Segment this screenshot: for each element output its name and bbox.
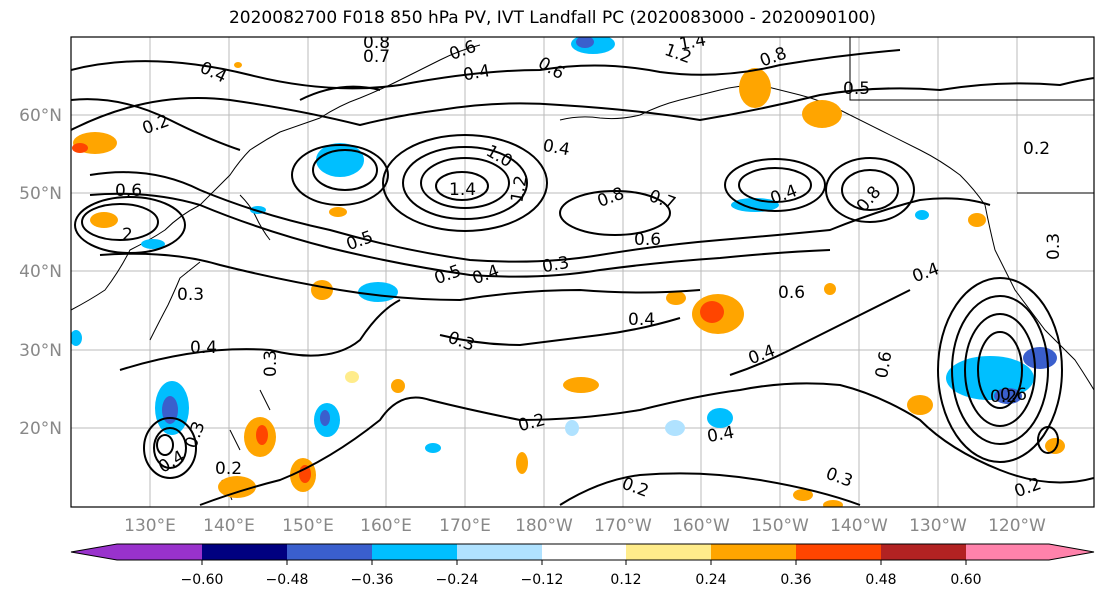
lon-label: 150°W	[751, 516, 809, 536]
colorbar-tick-label: −0.12	[521, 572, 564, 588]
colorbar-tick-label: 0.60	[950, 572, 981, 588]
contour-label: 1.4	[449, 180, 476, 200]
contour-label: 0.6	[872, 350, 896, 380]
colorbar-segment	[202, 544, 287, 560]
colorbar-segment	[966, 544, 1094, 560]
lat-label: 50°N	[19, 184, 62, 204]
contour-label: 0.7	[363, 47, 390, 67]
map-title: 2020082700 F018 850 hPa PV, IVT Landfall…	[228, 8, 876, 28]
contour-labels: 0.8 0.7 0.6 1.4 1.2 0.8 0.5 0.4 0.6 0.2 …	[115, 30, 1064, 502]
colorbar-segment	[287, 544, 372, 560]
colorbar-tick-label: 0.24	[695, 572, 726, 588]
colorbar-segment	[71, 544, 202, 560]
pv-contours	[71, 49, 1094, 506]
colorbar: −0.60 −0.48 −0.36 −0.24 −0.12 0.12 0.24 …	[70, 543, 1095, 588]
contour-label: 0.8	[363, 33, 390, 53]
contour-label: 0.5	[843, 79, 870, 99]
lon-label: 140°E	[203, 516, 255, 536]
contour-label: 2	[122, 225, 133, 245]
lon-label: 130°E	[124, 516, 176, 536]
colorbar-tick-label: 0.48	[865, 572, 896, 588]
contour-label: 0.2	[990, 387, 1017, 407]
contour-label: 0.6	[778, 283, 805, 303]
colorbar-tick-label: 0.36	[780, 572, 811, 588]
contour-label: 0.4	[190, 338, 217, 358]
colorbar-tick-label: −0.24	[436, 572, 479, 588]
lat-label: 30°N	[19, 341, 62, 361]
latitude-labels: 60°N 50°N 40°N 30°N 20°N	[19, 106, 62, 439]
lat-label: 40°N	[19, 262, 62, 282]
colorbar-segment	[542, 544, 626, 560]
contour-label: 0.4	[706, 423, 736, 447]
lon-label: 150°E	[282, 516, 334, 536]
contour-label: 0.6	[634, 230, 661, 250]
lon-label: 120°W	[988, 516, 1046, 536]
contour-label: 0.4	[628, 310, 655, 330]
contour-label: 0.3	[177, 285, 204, 305]
lon-label: 170°W	[594, 516, 652, 536]
contour-label: 0.2	[215, 459, 242, 479]
contour-label: 0.3	[1044, 233, 1064, 260]
lon-label: 160°W	[672, 516, 730, 536]
colorbar-tick-label: 0.12	[610, 572, 641, 588]
longitude-labels: 130°E 140°E 150°E 160°E 170°E 180°W 170°…	[124, 516, 1046, 536]
contour-label: 1.2	[507, 174, 531, 204]
coastlines	[71, 37, 1094, 501]
contour-label: 1.4	[678, 30, 708, 54]
lon-label: 170°E	[439, 516, 491, 536]
lon-label: 140°W	[830, 516, 888, 536]
lat-label: 60°N	[19, 106, 62, 126]
colorbar-tick-label: −0.36	[351, 572, 394, 588]
colorbar-outline	[70, 543, 1095, 561]
contour-label: 0.3	[261, 350, 281, 377]
colorbar-segment	[457, 544, 542, 560]
colorbar-segment	[372, 544, 457, 560]
contour-label: 0.2	[1023, 139, 1050, 159]
contour-label: 0.6	[1000, 385, 1027, 405]
map-frame	[70, 36, 1095, 508]
colorbar-segment	[881, 544, 966, 560]
lon-label: 130°W	[909, 516, 967, 536]
contour-label: 0.3	[541, 253, 571, 277]
colorbar-segment	[711, 544, 796, 560]
contour-label: 0.6	[115, 181, 142, 201]
colorbar-ticks	[201, 560, 967, 565]
gridlines	[71, 37, 1094, 507]
colorbar-tick-label: −0.48	[266, 572, 309, 588]
colorbar-segment	[626, 544, 711, 560]
lon-label: 160°E	[360, 516, 412, 536]
lon-label: 180°W	[515, 516, 573, 536]
contour-label: 0.4	[462, 61, 492, 85]
colorbar-segment	[796, 544, 881, 560]
contour-label: 0.4	[541, 136, 571, 160]
lat-label: 20°N	[19, 419, 62, 439]
colorbar-tick-label: −0.60	[181, 572, 224, 588]
